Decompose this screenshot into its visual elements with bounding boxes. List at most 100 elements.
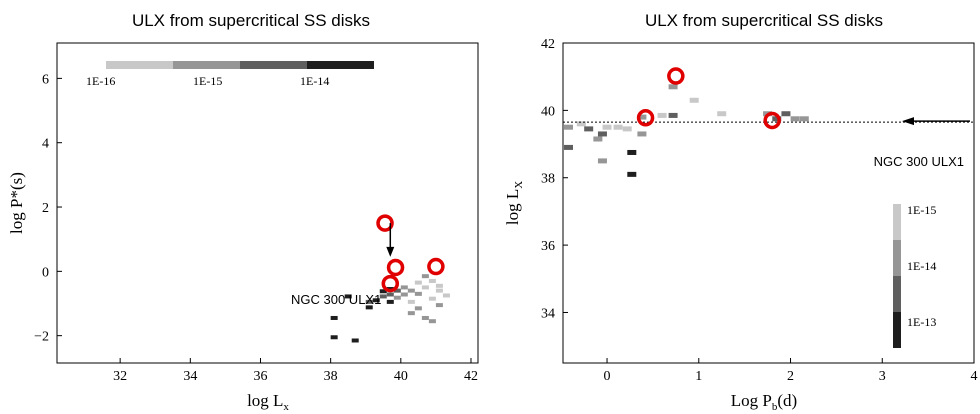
left-heatmap-cell — [400, 292, 408, 297]
left-heatmap-cell — [435, 288, 443, 293]
right-reference-line — [563, 117, 974, 126]
left-heatmap-cell — [428, 319, 436, 324]
left-heatmap-cell — [421, 285, 429, 290]
left-colorbar-label: 1E-14 — [300, 74, 329, 88]
right-colorbar-label: 1E-15 — [907, 203, 936, 217]
left-heatmap-cell — [407, 311, 415, 316]
left-heatmap-cell — [393, 295, 401, 300]
right-heatmap-cell — [597, 131, 607, 137]
left-heatmap-cell — [386, 292, 394, 297]
left-x-tick-label: 42 — [464, 369, 478, 384]
left-y-tick-label: 0 — [42, 265, 49, 280]
right-heatmap-cell — [668, 84, 678, 90]
left-colorbar: 1E-16 1E-15 1E-14 — [86, 61, 374, 88]
right-heatmap-cell — [637, 131, 647, 137]
left-colorbar-segment — [240, 61, 307, 69]
left-y-tick-label: 2 — [42, 201, 49, 216]
left-heatmap-cell — [407, 288, 415, 293]
right-y-tick-label: 38 — [541, 172, 555, 187]
right-heatmap-cell — [627, 149, 637, 155]
left-heatmap-cell — [365, 299, 373, 304]
left-heatmap-cell — [414, 280, 422, 285]
left-chart: ULX from supercritical SS disks 32 34 36 38… — [7, 11, 479, 413]
right-x-axis-label: Log Pb(d) — [731, 391, 797, 413]
left-x-tick-label: 32 — [113, 369, 127, 384]
left-colorbar-label: 1E-15 — [193, 74, 222, 88]
left-y-ticks: 6 4 2 0 −2 — [34, 72, 62, 345]
left-x-tick-label: 38 — [324, 369, 338, 384]
right-reference-arrow-head — [902, 117, 914, 126]
left-colorbar-segment — [106, 61, 173, 69]
left-heatmap-cell — [372, 298, 380, 303]
left-annotation-label: NGC 300 ULX1 — [291, 292, 381, 307]
left-heatmap-cell — [351, 338, 359, 343]
right-y-tick-label: 40 — [541, 104, 555, 119]
left-observed-circles — [376, 214, 445, 293]
left-x-axis-label: log Lx — [247, 391, 289, 413]
left-heatmap-cell — [386, 299, 394, 304]
left-y-tick-label: 6 — [42, 72, 49, 87]
left-colorbar-segment — [307, 61, 374, 69]
left-observed-circle — [376, 214, 394, 232]
left-y-axis-label: log P*(s) — [7, 172, 26, 234]
right-x-ticks: 0 1 2 3 4 — [604, 358, 978, 384]
right-heatmap-cell — [564, 124, 574, 130]
right-observed-circle — [763, 111, 781, 130]
right-colorbar-label: 1E-14 — [907, 259, 936, 273]
left-heatmap-cell — [365, 305, 373, 310]
left-observed-circle — [386, 258, 405, 277]
right-heatmap-cell — [657, 112, 667, 118]
left-chart-title: ULX from supercritical SS disks — [132, 11, 370, 30]
right-heatmap-cell — [597, 158, 607, 164]
left-x-tick-label: 40 — [394, 369, 408, 384]
left-x-tick-label: 34 — [183, 369, 197, 384]
left-heatmap-cell — [428, 296, 436, 301]
left-x-tick-label: 36 — [253, 369, 267, 384]
left-heatmap-cell — [414, 306, 422, 311]
right-heatmap-cell — [689, 97, 699, 103]
right-heatmap-cell — [593, 136, 603, 142]
right-colorbar-segment — [893, 204, 901, 240]
left-y-tick-label: −2 — [34, 330, 49, 345]
right-plot-frame — [562, 42, 975, 364]
right-y-tick-label: 42 — [541, 37, 555, 52]
right-colorbar-segment — [893, 312, 901, 348]
left-heatmap-cell — [400, 285, 408, 290]
right-heatmap-cell — [622, 126, 632, 132]
right-heatmap-cell — [717, 111, 727, 117]
right-heatmap-cell — [602, 124, 612, 130]
left-heatmap-cell — [393, 288, 401, 293]
right-observed-circle — [636, 109, 655, 127]
right-x-tick-label: 2 — [787, 369, 794, 384]
right-y-axis-label: log LX — [503, 181, 525, 225]
right-heatmap-cell — [668, 112, 678, 118]
left-heatmap-cell — [442, 293, 450, 298]
left-y-tick-label: 4 — [42, 137, 49, 152]
right-chart-title: ULX from supercritical SS disks — [645, 11, 883, 30]
right-y-tick-label: 36 — [541, 239, 555, 254]
right-x-tick-label: 1 — [695, 369, 702, 384]
right-colorbar-label: 1E-13 — [907, 315, 936, 329]
right-heatmap-cell — [564, 144, 574, 150]
left-colorbar-segment — [173, 61, 240, 69]
right-heatmap-cell — [790, 116, 800, 122]
right-heatmap-cells — [564, 84, 809, 177]
right-x-tick-label: 0 — [604, 369, 611, 384]
right-y-ticks: 34 36 38 40 42 — [541, 37, 568, 321]
left-heatmap-cell — [379, 289, 387, 294]
left-heatmap-cell — [379, 294, 387, 299]
right-observed-circles — [636, 67, 781, 130]
right-colorbar-segment — [893, 240, 901, 276]
left-heatmap-cell — [330, 315, 338, 320]
left-heatmap-cell — [414, 291, 422, 296]
left-heatmap-cell — [421, 274, 429, 279]
right-heatmap-cell — [584, 126, 594, 132]
left-heatmap-cell — [435, 303, 443, 308]
left-observed-circle — [381, 274, 400, 293]
left-heatmap-cell — [435, 283, 443, 288]
right-heatmap-cell — [781, 111, 791, 117]
left-plot-frame — [56, 42, 479, 364]
left-colorbar-label: 1E-16 — [86, 74, 115, 88]
